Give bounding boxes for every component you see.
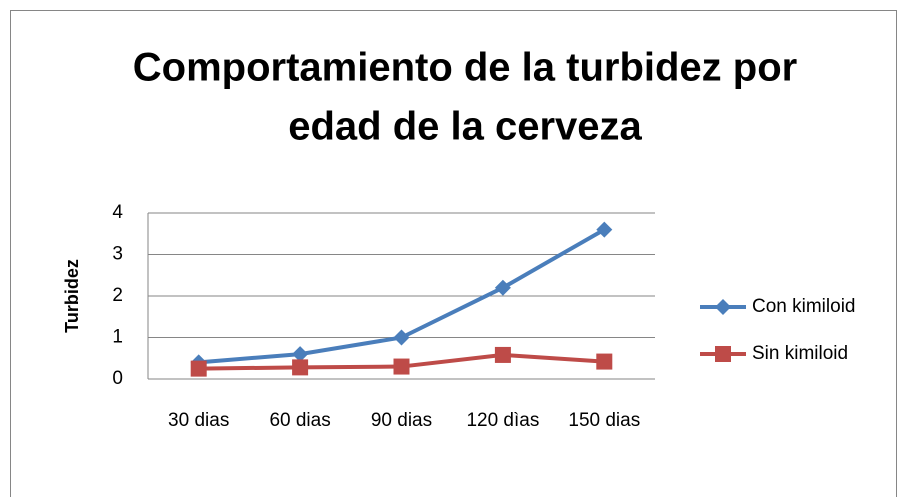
marker xyxy=(393,358,410,375)
y-axis-label: Turbidez xyxy=(62,259,82,333)
y-tick-label: 3 xyxy=(112,244,123,265)
chart-title: Comportamiento de la turbidez por xyxy=(133,46,797,90)
y-tick-label: 4 xyxy=(112,202,123,223)
x-tick-label: 30 dias xyxy=(168,410,229,431)
marker xyxy=(715,299,731,315)
x-tick-label: 150 dias xyxy=(568,410,640,431)
y-tick-label: 2 xyxy=(112,285,123,306)
legend-label: Con kimiloid xyxy=(752,296,855,317)
marker xyxy=(494,346,511,363)
x-tick-label: 120 dìas xyxy=(466,410,539,431)
x-tick-label: 90 dias xyxy=(371,410,432,431)
chart-title: edad de la cerveza xyxy=(288,105,642,149)
marker xyxy=(715,346,731,362)
marker xyxy=(596,221,613,238)
marker xyxy=(494,279,511,296)
marker xyxy=(292,359,309,376)
chart-border xyxy=(10,10,897,497)
marker xyxy=(596,353,613,370)
marker xyxy=(292,346,309,363)
marker xyxy=(393,329,410,346)
legend-label: Sin kimiloid xyxy=(752,343,848,364)
x-tick-label: 60 dias xyxy=(269,410,330,431)
marker xyxy=(190,360,207,377)
y-tick-label: 0 xyxy=(112,368,123,389)
y-tick-label: 1 xyxy=(112,327,123,348)
